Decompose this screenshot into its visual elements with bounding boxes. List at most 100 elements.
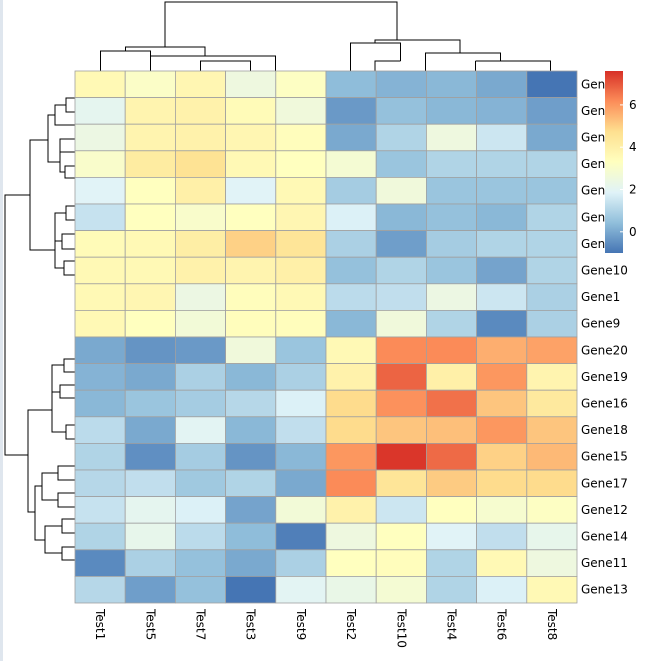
heatmap-cell-gene1-test2 bbox=[325, 283, 377, 311]
heatmap-cell-gene13-test1 bbox=[74, 576, 126, 604]
heatmap-cell-gene6-test3 bbox=[225, 203, 277, 232]
heatmap-cell-gene20-test8 bbox=[526, 336, 578, 365]
heatmap-cell-gene10-test6 bbox=[476, 256, 528, 285]
heatmap-cell-gene19-test5 bbox=[124, 363, 176, 391]
heatmap-cell-gene2-test1 bbox=[74, 97, 126, 125]
heatmap-cell-gene16-test3 bbox=[225, 389, 277, 418]
heatmap-cell-gene2-test5 bbox=[124, 97, 176, 125]
heatmap-cell-gene8-test2 bbox=[325, 123, 377, 152]
heatmap-cell-gene13-test5 bbox=[124, 576, 176, 604]
heatmap-cell-gene7-test2 bbox=[325, 150, 377, 178]
heatmap-cell-gene9-test6 bbox=[476, 309, 528, 338]
heatmap-cell-gene12-test1 bbox=[74, 496, 126, 524]
heatmap-cell-gene9-test3 bbox=[225, 309, 277, 338]
heatmap-cell-gene8-test8 bbox=[526, 123, 578, 152]
heatmap-cell-gene11-test8 bbox=[526, 549, 578, 577]
heatmap-cell-gene1-test1 bbox=[74, 283, 126, 311]
column-label-test3: Test3 bbox=[244, 608, 258, 640]
heatmap-cell-gene11-test9 bbox=[275, 549, 327, 577]
heatmap-cell-gene2-test10 bbox=[375, 97, 427, 125]
row-label-gene9: Gene9 bbox=[581, 317, 620, 331]
heatmap-cell-gene14-test10 bbox=[375, 522, 427, 551]
heatmap-cell-gene16-test4 bbox=[425, 389, 477, 418]
heatmap-cell-gene15-test10 bbox=[375, 442, 427, 471]
heatmap-cell-gene4-test9 bbox=[275, 230, 327, 258]
heatmap-cell-gene2-test3 bbox=[225, 97, 277, 125]
heatmap-cell-gene15-test2 bbox=[325, 442, 377, 471]
heatmap-cell-gene3-test6 bbox=[476, 70, 528, 99]
heatmap-cell-gene16-test2 bbox=[325, 389, 377, 418]
heatmap-cell-gene12-test7 bbox=[174, 496, 226, 524]
row-label-gene13: Gene13 bbox=[581, 583, 628, 597]
heatmap-cell-gene12-test9 bbox=[275, 496, 327, 524]
heatmap-cell-gene19-test6 bbox=[476, 363, 528, 391]
heatmap-cell-gene12-test8 bbox=[526, 496, 578, 524]
column-label-test4: Test4 bbox=[445, 608, 459, 640]
heatmap-cell-gene7-test4 bbox=[425, 150, 477, 178]
heatmap-cell-gene2-test6 bbox=[476, 97, 528, 125]
heatmap-cell-gene1-test6 bbox=[476, 283, 528, 311]
heatmap-cell-gene4-test3 bbox=[225, 230, 277, 258]
heatmap-cell-gene16-test7 bbox=[174, 389, 226, 418]
heatmap-cell-gene7-test8 bbox=[526, 150, 578, 178]
column-label-test5: Test5 bbox=[143, 608, 157, 640]
heatmap-cell-gene11-test4 bbox=[425, 549, 477, 577]
row-label-gene10: Gene10 bbox=[581, 264, 628, 278]
column-label-test6: Test6 bbox=[495, 608, 509, 640]
heatmap-cell-gene4-test1 bbox=[74, 230, 126, 258]
heatmap-cell-gene9-test2 bbox=[325, 309, 377, 338]
heatmap-cell-gene5-test3 bbox=[225, 176, 277, 205]
heatmap-cell-gene9-test4 bbox=[425, 309, 477, 338]
heatmap-cell-gene8-test7 bbox=[174, 123, 226, 152]
heatmap-cell-gene10-test1 bbox=[74, 256, 126, 285]
heatmap-cell-gene17-test2 bbox=[325, 469, 377, 498]
heatmap-cell-gene20-test7 bbox=[174, 336, 226, 365]
heatmap-cell-gene18-test4 bbox=[425, 416, 477, 444]
heatmap-cell-gene5-test1 bbox=[74, 176, 126, 205]
heatmap-cell-gene7-test7 bbox=[174, 150, 226, 178]
heatmap-cell-gene5-test8 bbox=[526, 176, 578, 205]
heatmap-cell-gene5-test9 bbox=[275, 176, 327, 205]
heatmap-cell-gene5-test10 bbox=[375, 176, 427, 205]
heatmap-cell-gene5-test2 bbox=[325, 176, 377, 205]
heatmap-cell-gene2-test8 bbox=[526, 97, 578, 125]
heatmap-cell-gene18-test2 bbox=[325, 416, 377, 444]
heatmap-cell-gene19-test3 bbox=[225, 363, 277, 391]
heatmap-cell-gene15-test1 bbox=[74, 442, 126, 471]
heatmap-cell-gene18-test1 bbox=[74, 416, 126, 444]
heatmap-cell-gene12-test10 bbox=[375, 496, 427, 524]
heatmap-cell-gene17-test5 bbox=[124, 469, 176, 498]
heatmap-cell-gene10-test3 bbox=[225, 256, 277, 285]
heatmap-cell-gene10-test8 bbox=[526, 256, 578, 285]
heatmap-cell-gene16-test5 bbox=[124, 389, 176, 418]
heatmap-cell-gene16-test6 bbox=[476, 389, 528, 418]
heatmap-cell-gene18-test5 bbox=[124, 416, 176, 444]
heatmap-cell-gene7-test3 bbox=[225, 150, 277, 178]
legend-color-bar bbox=[605, 71, 623, 253]
heatmap-cell-gene8-test1 bbox=[74, 123, 126, 152]
heatmap-cell-gene13-test6 bbox=[476, 576, 528, 604]
legend-tick-label: 0 bbox=[629, 225, 637, 239]
row-label-gene20: Gene20 bbox=[581, 343, 628, 357]
heatmap-cell-gene14-test9 bbox=[275, 522, 327, 551]
heatmap-cell-gene13-test9 bbox=[275, 576, 327, 604]
heatmap-cell-gene4-test10 bbox=[375, 230, 427, 258]
heatmap-cell-gene9-test10 bbox=[375, 309, 427, 338]
row-label-gene17: Gene17 bbox=[581, 476, 628, 490]
heatmap-cell-gene10-test9 bbox=[275, 256, 327, 285]
heatmap-cell-gene15-test4 bbox=[425, 442, 477, 471]
heatmap-cell-gene20-test2 bbox=[325, 336, 377, 365]
heatmap-cell-gene6-test1 bbox=[74, 203, 126, 232]
heatmap-cell-gene8-test9 bbox=[275, 123, 327, 152]
legend-tick-label: 6 bbox=[629, 98, 637, 112]
heatmap-cell-gene20-test10 bbox=[375, 336, 427, 365]
heatmap-cell-gene8-test6 bbox=[476, 123, 528, 152]
row-label-gene1: Gene1 bbox=[581, 290, 620, 304]
heatmap-cell-gene11-test3 bbox=[225, 549, 277, 577]
legend-tick-label: 4 bbox=[629, 140, 637, 154]
heatmap-cell-gene12-test6 bbox=[476, 496, 528, 524]
column-label-test8: Test8 bbox=[545, 608, 559, 640]
heatmap-cell-gene14-test1 bbox=[74, 522, 126, 551]
row-label-gene12: Gene12 bbox=[581, 503, 628, 517]
row-label-gene11: Gene11 bbox=[581, 556, 628, 570]
